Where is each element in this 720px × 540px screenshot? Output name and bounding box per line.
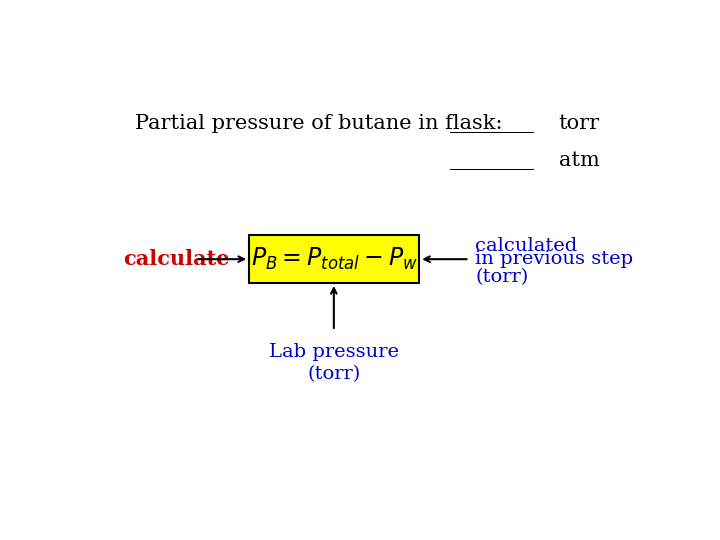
Text: calculated: calculated (475, 237, 577, 255)
Text: torr: torr (559, 113, 600, 132)
Text: atm: atm (559, 151, 600, 170)
Text: calculate: calculate (124, 249, 230, 269)
Text: (torr): (torr) (307, 366, 361, 383)
Text: (torr): (torr) (475, 268, 528, 286)
Text: in previous step: in previous step (475, 250, 633, 268)
Text: $P_B = P_{total}-P_w$: $P_B = P_{total}-P_w$ (251, 246, 418, 272)
Text: ________: ________ (450, 151, 534, 170)
FancyBboxPatch shape (249, 235, 419, 283)
Text: Lab pressure: Lab pressure (269, 343, 399, 361)
Text: Partial pressure of butane in flask:: Partial pressure of butane in flask: (135, 113, 502, 132)
Text: ________: ________ (450, 113, 534, 132)
